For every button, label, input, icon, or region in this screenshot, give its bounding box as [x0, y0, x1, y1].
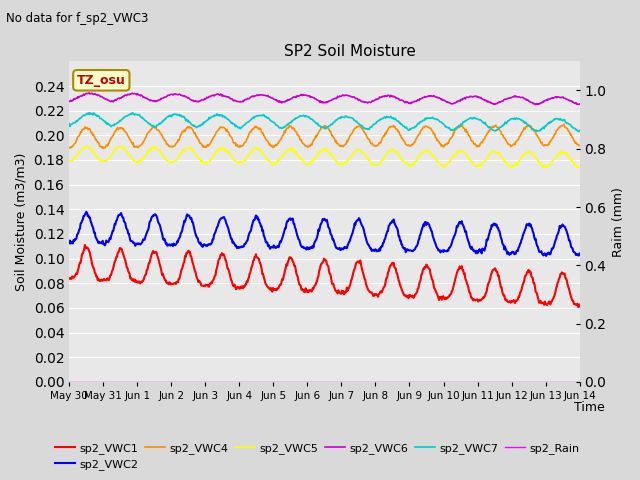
Line: sp2_VWC4: sp2_VWC4	[69, 124, 580, 148]
sp2_VWC5	[84, 143, 92, 149]
sp2_VWC1	[128, 277, 136, 283]
sp2_VWC2	[180, 222, 188, 228]
Line: sp2_VWC1: sp2_VWC1	[69, 245, 580, 307]
sp2_VWC4	[180, 128, 188, 133]
sp2_VWC6	[576, 101, 584, 107]
sp2_Rain	[65, 379, 73, 384]
sp2_VWC7	[207, 115, 214, 120]
sp2_VWC7	[129, 110, 136, 116]
Legend: sp2_VWC1, sp2_VWC2, sp2_VWC4, sp2_VWC5, sp2_VWC6, sp2_VWC7, sp2_Rain: sp2_VWC1, sp2_VWC2, sp2_VWC4, sp2_VWC5, …	[51, 438, 584, 474]
sp2_VWC4	[402, 141, 410, 147]
sp2_VWC6	[128, 91, 136, 96]
sp2_VWC7	[127, 111, 135, 117]
sp2_VWC7	[387, 113, 395, 119]
sp2_VWC5	[402, 160, 410, 166]
sp2_VWC6	[75, 95, 83, 101]
sp2_VWC6	[387, 92, 395, 98]
Title: SP2 Soil Moisture: SP2 Soil Moisture	[284, 44, 416, 59]
X-axis label: Time: Time	[575, 401, 605, 414]
sp2_VWC1	[65, 276, 73, 281]
sp2_VWC1	[75, 265, 83, 271]
sp2_VWC7	[575, 129, 582, 134]
sp2_VWC1	[576, 301, 584, 307]
sp2_VWC4	[387, 124, 395, 130]
sp2_Rain	[206, 379, 214, 384]
Line: sp2_VWC2: sp2_VWC2	[69, 212, 580, 256]
sp2_VWC2	[542, 253, 550, 259]
sp2_Rain	[401, 379, 409, 384]
sp2_Rain	[576, 379, 584, 384]
sp2_VWC5	[575, 165, 582, 170]
sp2_VWC7	[402, 125, 410, 131]
sp2_VWC5	[207, 157, 214, 163]
sp2_VWC5	[576, 165, 584, 170]
sp2_VWC4	[75, 133, 83, 139]
sp2_VWC2	[576, 251, 584, 256]
Y-axis label: Raim (mm): Raim (mm)	[612, 187, 625, 256]
sp2_VWC7	[65, 121, 73, 127]
Line: sp2_VWC7: sp2_VWC7	[69, 113, 580, 132]
sp2_VWC2	[128, 238, 136, 244]
sp2_VWC1	[207, 281, 214, 287]
sp2_VWC1	[180, 260, 188, 266]
sp2_VWC4	[207, 140, 214, 146]
Line: sp2_VWC6: sp2_VWC6	[69, 93, 580, 105]
sp2_VWC7	[75, 117, 83, 122]
sp2_VWC1	[402, 293, 410, 299]
sp2_VWC2	[207, 242, 214, 248]
sp2_VWC2	[83, 209, 90, 215]
sp2_VWC4	[128, 140, 136, 145]
sp2_VWC6	[85, 90, 93, 96]
sp2_VWC6	[180, 93, 188, 99]
sp2_VWC6	[532, 102, 540, 108]
sp2_VWC5	[180, 148, 188, 154]
sp2_VWC7	[180, 113, 188, 119]
sp2_VWC2	[75, 229, 83, 235]
sp2_VWC5	[387, 146, 395, 152]
sp2_VWC5	[128, 156, 136, 161]
sp2_Rain	[127, 379, 135, 384]
Text: TZ_osu: TZ_osu	[77, 74, 125, 87]
Y-axis label: Soil Moisture (m3/m3): Soil Moisture (m3/m3)	[15, 153, 28, 291]
sp2_VWC1	[575, 304, 582, 310]
sp2_Rain	[75, 379, 83, 384]
sp2_VWC6	[207, 93, 214, 99]
sp2_VWC1	[387, 263, 395, 268]
sp2_VWC5	[65, 158, 73, 164]
sp2_VWC6	[402, 99, 410, 105]
sp2_VWC1	[81, 242, 89, 248]
sp2_VWC4	[576, 143, 584, 148]
sp2_VWC2	[387, 220, 395, 226]
sp2_VWC4	[99, 145, 107, 151]
Text: No data for f_sp2_VWC3: No data for f_sp2_VWC3	[6, 12, 148, 25]
sp2_Rain	[179, 379, 187, 384]
Line: sp2_VWC5: sp2_VWC5	[69, 146, 580, 168]
sp2_VWC7	[576, 128, 584, 133]
sp2_VWC2	[65, 240, 73, 246]
sp2_VWC4	[65, 145, 73, 151]
sp2_VWC5	[75, 150, 83, 156]
sp2_VWC2	[402, 249, 410, 255]
sp2_VWC6	[65, 98, 73, 104]
sp2_Rain	[387, 379, 394, 384]
sp2_VWC4	[560, 121, 568, 127]
